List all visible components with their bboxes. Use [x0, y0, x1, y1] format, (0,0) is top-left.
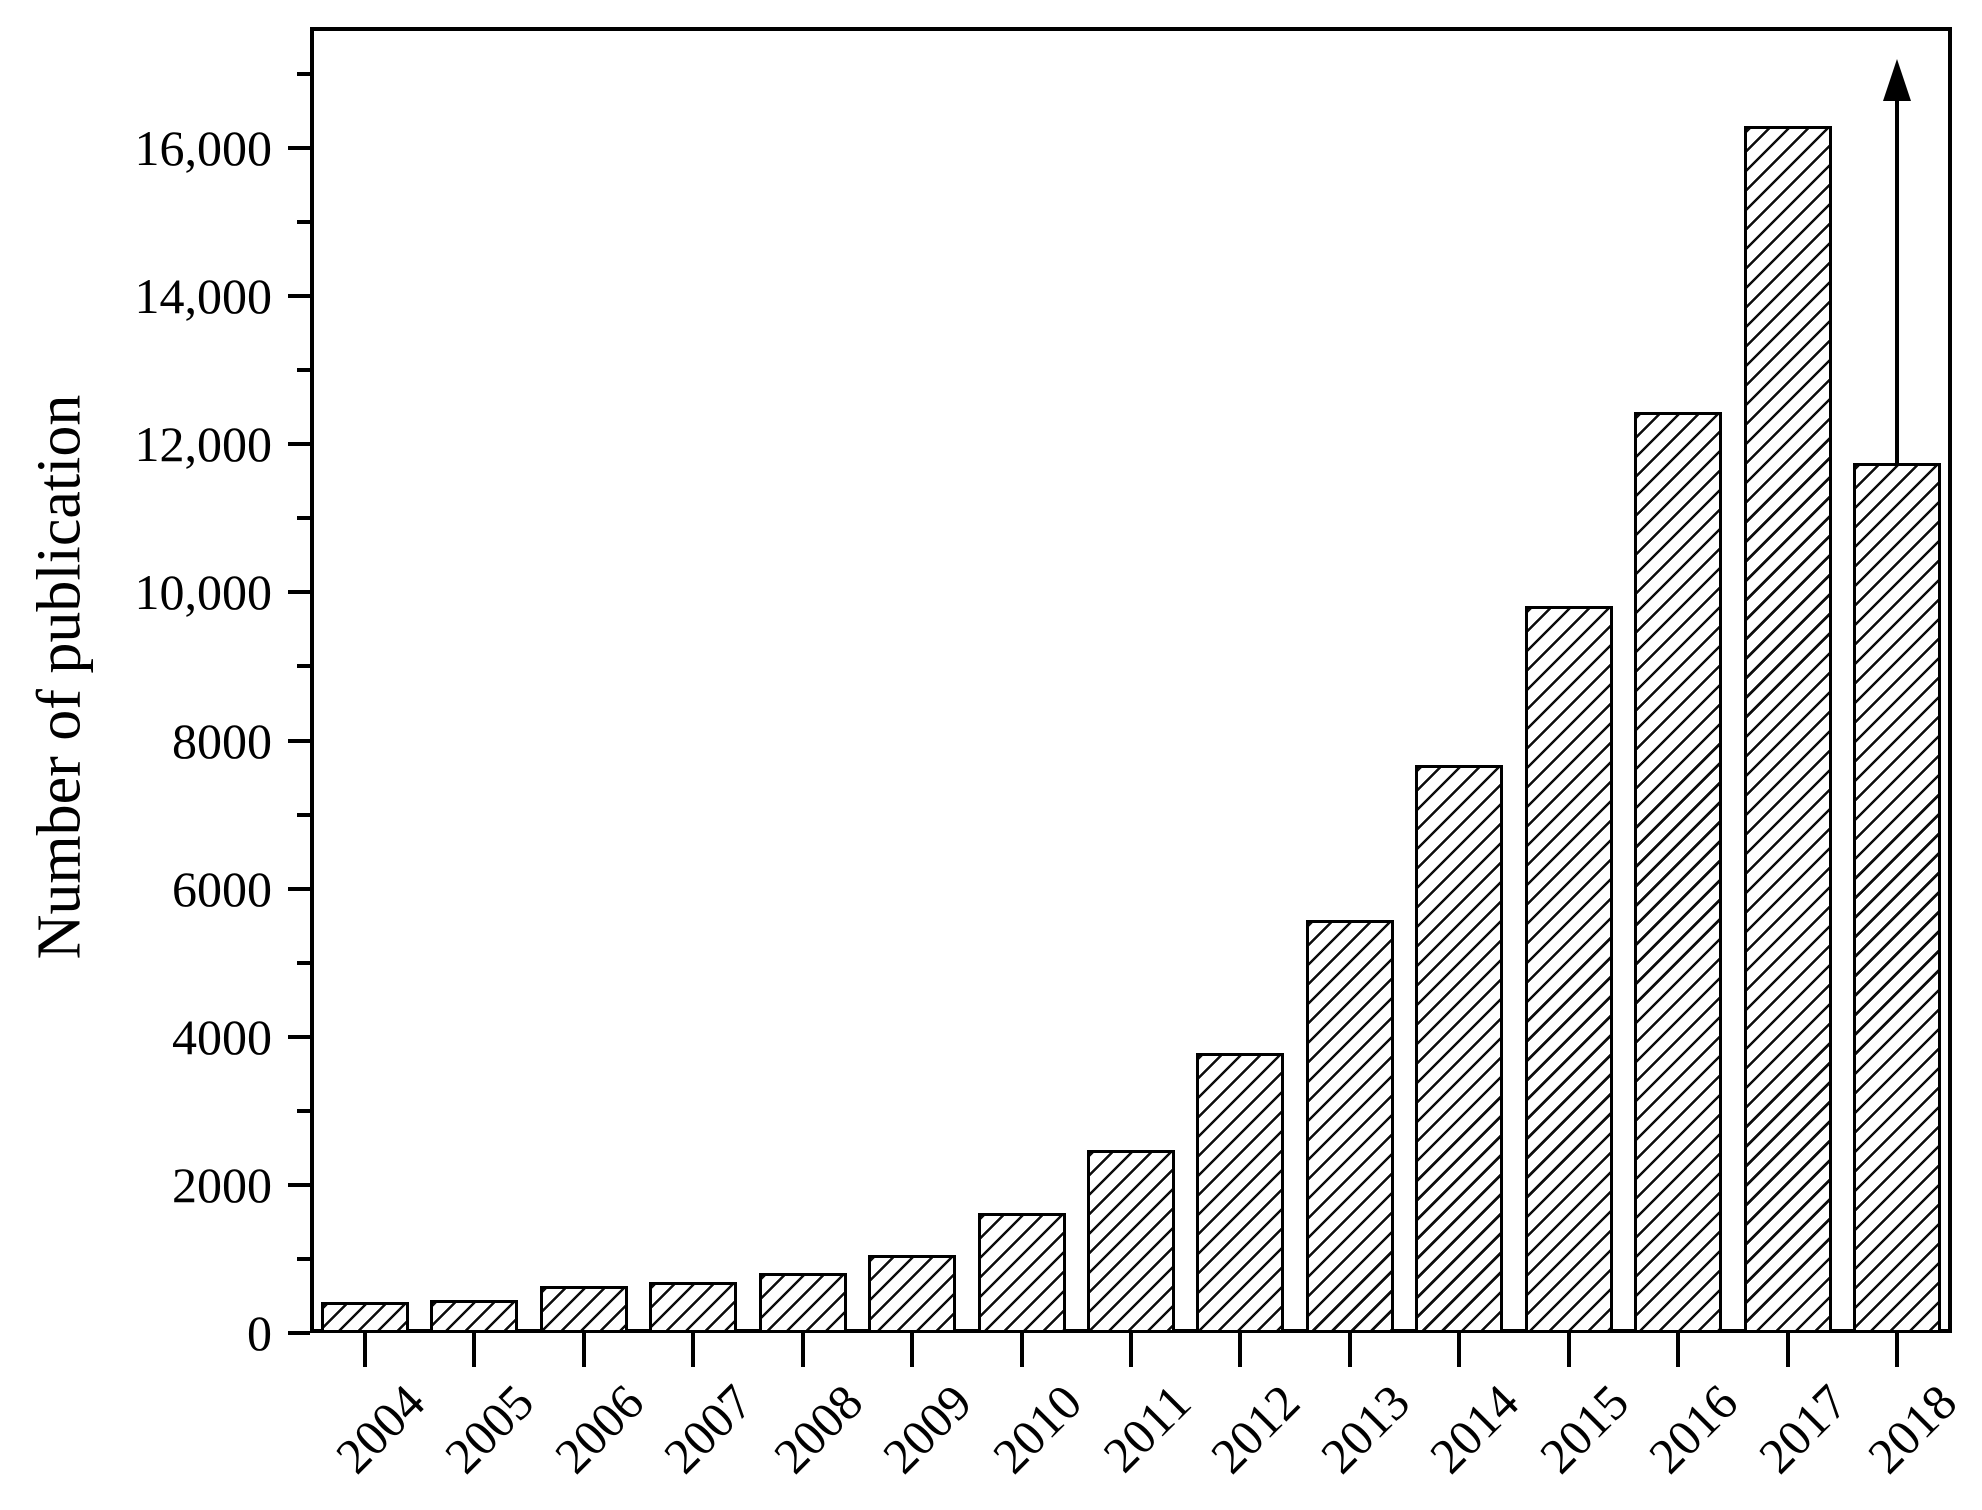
x-axis-tick [691, 1333, 696, 1367]
bar-2014 [1415, 765, 1504, 1333]
y-axis-minor-tick [297, 1257, 310, 1261]
x-axis-tick [1785, 1333, 1790, 1367]
y-axis-major-tick [288, 442, 310, 446]
x-axis-tick-label-text: 2014 [1419, 1373, 1530, 1484]
y-axis-major-tick [288, 590, 310, 594]
y-axis-minor-tick [297, 961, 310, 965]
y-axis-tick-label: 16,000 [134, 120, 273, 176]
x-axis-tick-label-text: 2009 [871, 1373, 983, 1484]
y-axis-tick-label: 4000 [172, 1009, 272, 1065]
y-axis-tick-label: 8000 [172, 713, 272, 769]
x-axis-tick [362, 1333, 367, 1367]
bar-2017 [1743, 126, 1832, 1333]
bar-2006 [539, 1286, 628, 1333]
bar-2004 [320, 1302, 409, 1333]
growth-arrow-head [1883, 59, 1912, 101]
x-axis-tick [800, 1333, 805, 1367]
y-axis-major-tick [288, 294, 310, 298]
y-axis-minor-tick [297, 516, 310, 520]
y-axis-minor-tick [297, 368, 310, 372]
bar-2013 [1305, 920, 1394, 1333]
y-axis-major-tick [288, 1035, 310, 1039]
x-axis-tick [472, 1333, 477, 1367]
y-axis-tick-label: 10,000 [134, 564, 273, 620]
y-axis-tick-label: 12,000 [134, 416, 273, 472]
bar-2011 [1087, 1150, 1175, 1333]
x-axis-tick [1895, 1333, 1900, 1367]
x-axis-tick-label-text: 2016 [1638, 1373, 1749, 1484]
x-axis-tick-label-text: 2012 [1200, 1373, 1311, 1484]
y-axis-minor-tick [297, 813, 310, 817]
bar-2007 [649, 1282, 738, 1333]
y-axis-minor-tick [297, 72, 310, 76]
bar-2010 [977, 1213, 1066, 1333]
y-axis-tick-label: 14,000 [134, 268, 273, 324]
y-axis-major-tick [288, 1183, 310, 1187]
x-axis-tick [1238, 1333, 1243, 1367]
x-axis-tick [1457, 1333, 1462, 1367]
x-axis-tick-label-text: 2010 [981, 1373, 1092, 1484]
x-axis-tick [910, 1333, 915, 1367]
growth-arrow-shaft [1895, 95, 1900, 463]
y-axis-minor-tick [297, 220, 310, 224]
x-axis-tick-label-text: 2006 [543, 1373, 654, 1484]
x-axis-tick-label-text: 2007 [653, 1373, 764, 1484]
x-axis-tick-label-text: 2011 [1092, 1373, 1202, 1483]
y-axis-major-tick [288, 739, 310, 743]
bar-2009 [868, 1255, 957, 1333]
x-axis-tick-label-text: 2004 [324, 1373, 435, 1484]
x-axis-tick-label-text: 2005 [434, 1373, 545, 1484]
bar-2018 [1853, 463, 1942, 1333]
y-axis-major-tick [288, 887, 310, 891]
x-axis-tick [1019, 1333, 1024, 1367]
x-axis-tick-label-text: 2008 [762, 1373, 873, 1484]
bar-2012 [1196, 1053, 1285, 1333]
x-axis-tick-label-text: 2015 [1528, 1373, 1640, 1484]
x-axis-tick-label-text: 2018 [1857, 1373, 1968, 1484]
x-axis-tick [1676, 1333, 1681, 1367]
x-axis-tick [581, 1333, 586, 1367]
x-axis-tick [1566, 1333, 1571, 1367]
y-axis-major-tick [288, 1331, 310, 1335]
x-axis-tick [1129, 1333, 1133, 1367]
y-axis-tick-label: 0 [247, 1305, 272, 1361]
x-axis-tick [1347, 1333, 1352, 1367]
bar-2015 [1524, 606, 1613, 1333]
y-axis-tick-label: 2000 [172, 1157, 272, 1213]
bar-2016 [1634, 412, 1723, 1333]
x-axis-tick-label-text: 2013 [1309, 1373, 1421, 1484]
y-axis-minor-tick [297, 1109, 310, 1113]
bar-2008 [758, 1273, 847, 1333]
y-axis-tick-label: 6000 [172, 861, 272, 917]
y-axis-major-tick [288, 146, 310, 150]
x-axis-tick-label-text: 2017 [1747, 1373, 1858, 1484]
bar-2005 [430, 1300, 519, 1333]
y-axis-minor-tick [297, 664, 310, 668]
